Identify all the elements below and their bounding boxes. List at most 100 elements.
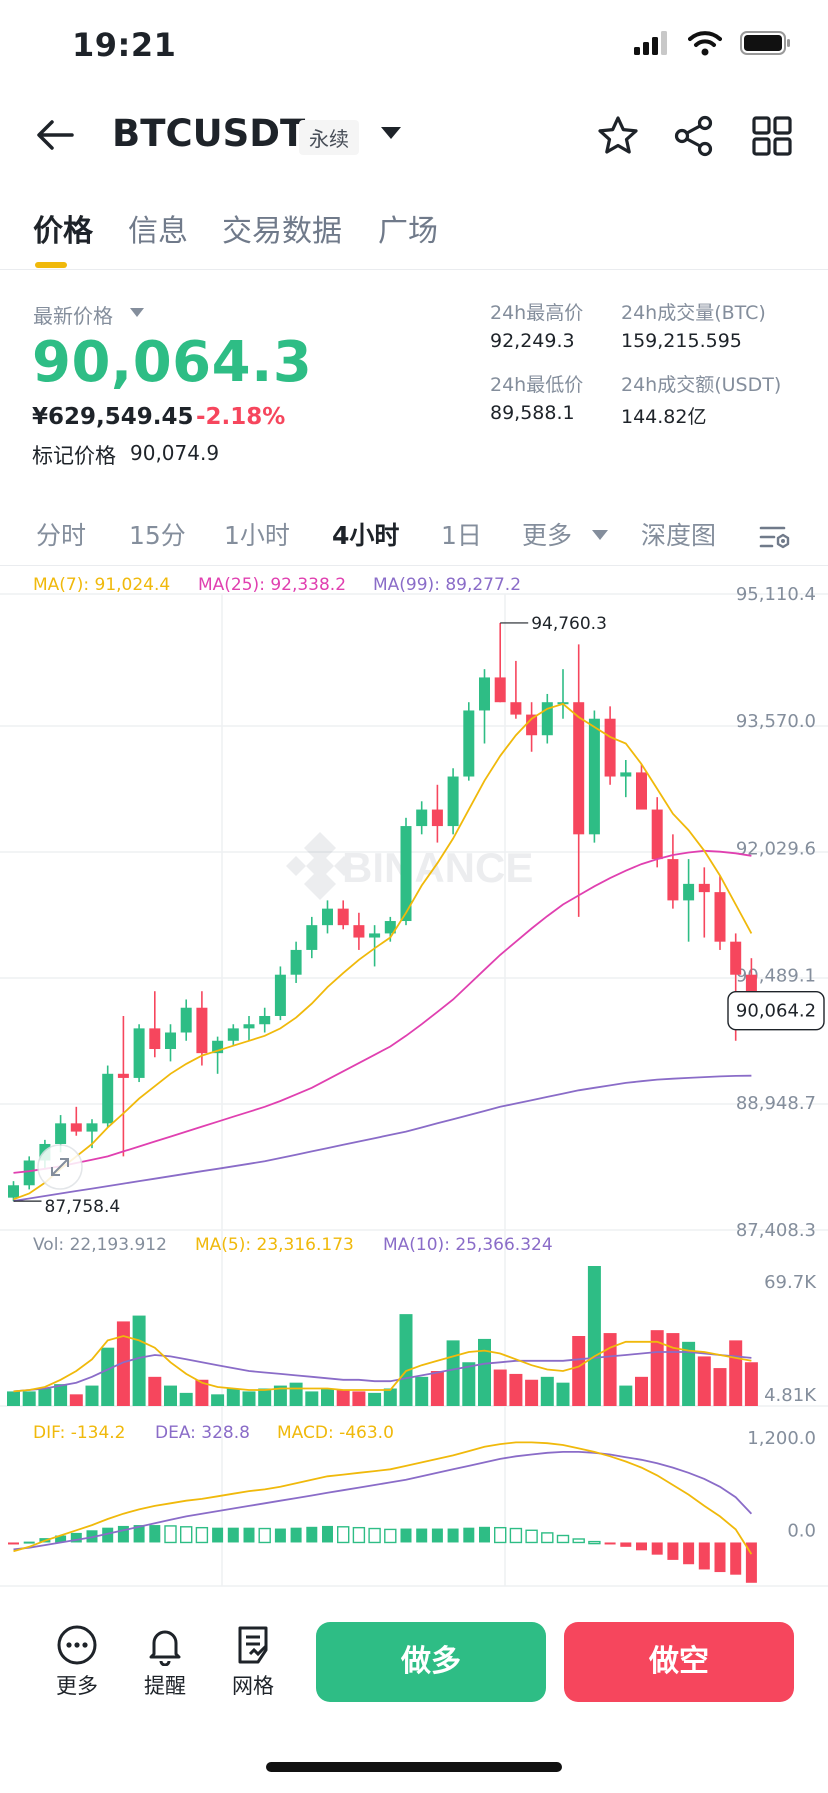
macd-histogram-bar xyxy=(730,1542,742,1575)
macd-histogram-bar xyxy=(8,1542,19,1545)
ma25-line xyxy=(13,849,752,1174)
volume-bar xyxy=(336,1389,350,1406)
battery-icon xyxy=(740,31,790,55)
tab-trading-data[interactable]: 交易数据 xyxy=(222,214,342,249)
volume-bar xyxy=(509,1373,523,1406)
macd-histogram-bar xyxy=(322,1525,333,1543)
macd-histogram-bar xyxy=(447,1528,459,1543)
candle-body xyxy=(416,809,428,827)
more-caret-icon[interactable] xyxy=(592,530,608,541)
tab-square[interactable]: 广场 xyxy=(378,214,438,249)
macd-histogram-bar xyxy=(588,1540,601,1545)
kline-chart[interactable]: BINANCE MA(7): 91,024.4 MA(25): 92,338.2… xyxy=(0,566,828,1590)
binance-watermark: BINANCE xyxy=(286,832,533,900)
macd-histogram-bar xyxy=(572,1538,585,1544)
tab-info[interactable]: 信息 xyxy=(128,214,188,249)
candle-body xyxy=(353,925,365,938)
volume-ma10-label: MA(10): 25,366.324 xyxy=(383,1235,553,1255)
candle-body xyxy=(23,1160,35,1186)
grid-trading-button[interactable]: 网格 xyxy=(218,1624,288,1700)
volume-bar xyxy=(587,1266,601,1406)
candle-body xyxy=(149,1028,161,1050)
candle-body xyxy=(55,1123,67,1144)
macd-histogram-bar xyxy=(525,1529,538,1544)
star-icon[interactable] xyxy=(596,114,640,158)
volume-bar xyxy=(650,1330,664,1406)
candle-body xyxy=(384,921,396,934)
macd-histogram-bar xyxy=(541,1532,554,1544)
macd-histogram-bar xyxy=(149,1525,161,1543)
volume-bar xyxy=(226,1388,240,1406)
vol-usdt-label: 24h成交额(USDT) xyxy=(621,374,782,396)
interval-timeline[interactable]: 分时 xyxy=(36,521,87,550)
home-indicator xyxy=(266,1762,562,1772)
volume-bar xyxy=(7,1391,20,1406)
grid-layout-icon[interactable] xyxy=(750,114,794,158)
symbol-title[interactable]: BTCUSDT xyxy=(112,112,306,155)
open-short-button[interactable]: 做空 xyxy=(564,1622,794,1702)
price-tick-label: 88,948.7 xyxy=(736,1093,816,1114)
kline-chart-area[interactable]: BINANCE MA(7): 91,024.4 MA(25): 92,338.2… xyxy=(0,566,828,1590)
volume-ma5-label: MA(5): 23,316.173 xyxy=(195,1235,354,1255)
interval-more[interactable]: 更多 xyxy=(522,521,573,550)
status-icons xyxy=(634,30,792,56)
volume-bar xyxy=(399,1314,413,1406)
more-menu-button[interactable]: 更多 xyxy=(42,1624,112,1700)
expand-chart-icon[interactable] xyxy=(37,1144,83,1190)
grid-document-icon xyxy=(238,1626,268,1664)
volume-bar xyxy=(713,1368,727,1406)
volume-bar xyxy=(603,1333,617,1406)
macd-histogram-bar xyxy=(55,1535,67,1543)
volume-bar xyxy=(383,1388,397,1406)
back-arrow-icon[interactable] xyxy=(34,114,76,156)
candle-body xyxy=(274,974,286,1016)
share-icon[interactable] xyxy=(672,114,716,158)
volume-bar xyxy=(352,1391,366,1406)
interval-1d[interactable]: 1日 xyxy=(441,521,482,550)
depth-chart-tab[interactable]: 深度图 xyxy=(641,521,717,550)
interval-1h[interactable]: 1小时 xyxy=(224,521,290,550)
caret-down-icon[interactable] xyxy=(380,126,402,140)
change-percent: -2.18% xyxy=(196,404,286,430)
candle-body xyxy=(636,772,647,810)
macd-histogram-bar xyxy=(509,1527,523,1544)
candle-body xyxy=(70,1123,82,1132)
volume-bar xyxy=(572,1336,586,1406)
candle-body xyxy=(86,1123,98,1132)
macd-histogram-bar xyxy=(274,1528,286,1543)
volume-bar xyxy=(242,1391,256,1406)
interval-4h[interactable]: 4小时 xyxy=(332,521,400,550)
candle-body xyxy=(698,883,710,893)
macd-histogram-bar xyxy=(70,1532,82,1543)
tab-price[interactable]: 价格 xyxy=(33,214,93,249)
wifi-icon xyxy=(688,31,722,56)
volume-bar xyxy=(415,1376,429,1406)
macd-histogram-bar xyxy=(556,1534,570,1544)
macd-histogram-bar xyxy=(243,1527,255,1543)
volume-ma10-line xyxy=(13,1351,752,1393)
latest-price-caret-icon[interactable] xyxy=(130,308,144,318)
candle-body xyxy=(290,949,302,975)
alert-label: 提醒 xyxy=(144,1674,186,1698)
more-menu-label: 更多 xyxy=(56,1674,98,1698)
chart-settings-icon[interactable] xyxy=(758,520,792,554)
macd-histogram-bar xyxy=(463,1527,475,1543)
alert-button[interactable]: 提醒 xyxy=(130,1624,200,1700)
macd-dif-line xyxy=(13,1441,753,1555)
price-markers: 94,760.3 87,758.4 90,064.2 xyxy=(13,614,825,1217)
bottom-action-bar: 更多 提醒 网格 做多 做空 xyxy=(0,1600,828,1720)
latest-price-label[interactable]: 最新价格 xyxy=(33,304,113,328)
volume-bar xyxy=(22,1391,36,1406)
volume-bar xyxy=(211,1394,225,1406)
interval-15m[interactable]: 15分 xyxy=(129,521,186,550)
open-long-button[interactable]: 做多 xyxy=(316,1622,546,1702)
macd-histogram-bar xyxy=(227,1527,239,1543)
macd-histogram-bar xyxy=(368,1527,381,1544)
macd-dif-label: DIF: -134.2 xyxy=(33,1423,126,1443)
macd-histogram-bar xyxy=(384,1528,397,1544)
volume-bar xyxy=(54,1384,68,1406)
high-marker-label: 94,760.3 xyxy=(531,614,607,634)
volume-bar xyxy=(430,1371,444,1406)
macd-histogram-bar xyxy=(651,1542,663,1555)
candle-body xyxy=(243,1024,255,1029)
